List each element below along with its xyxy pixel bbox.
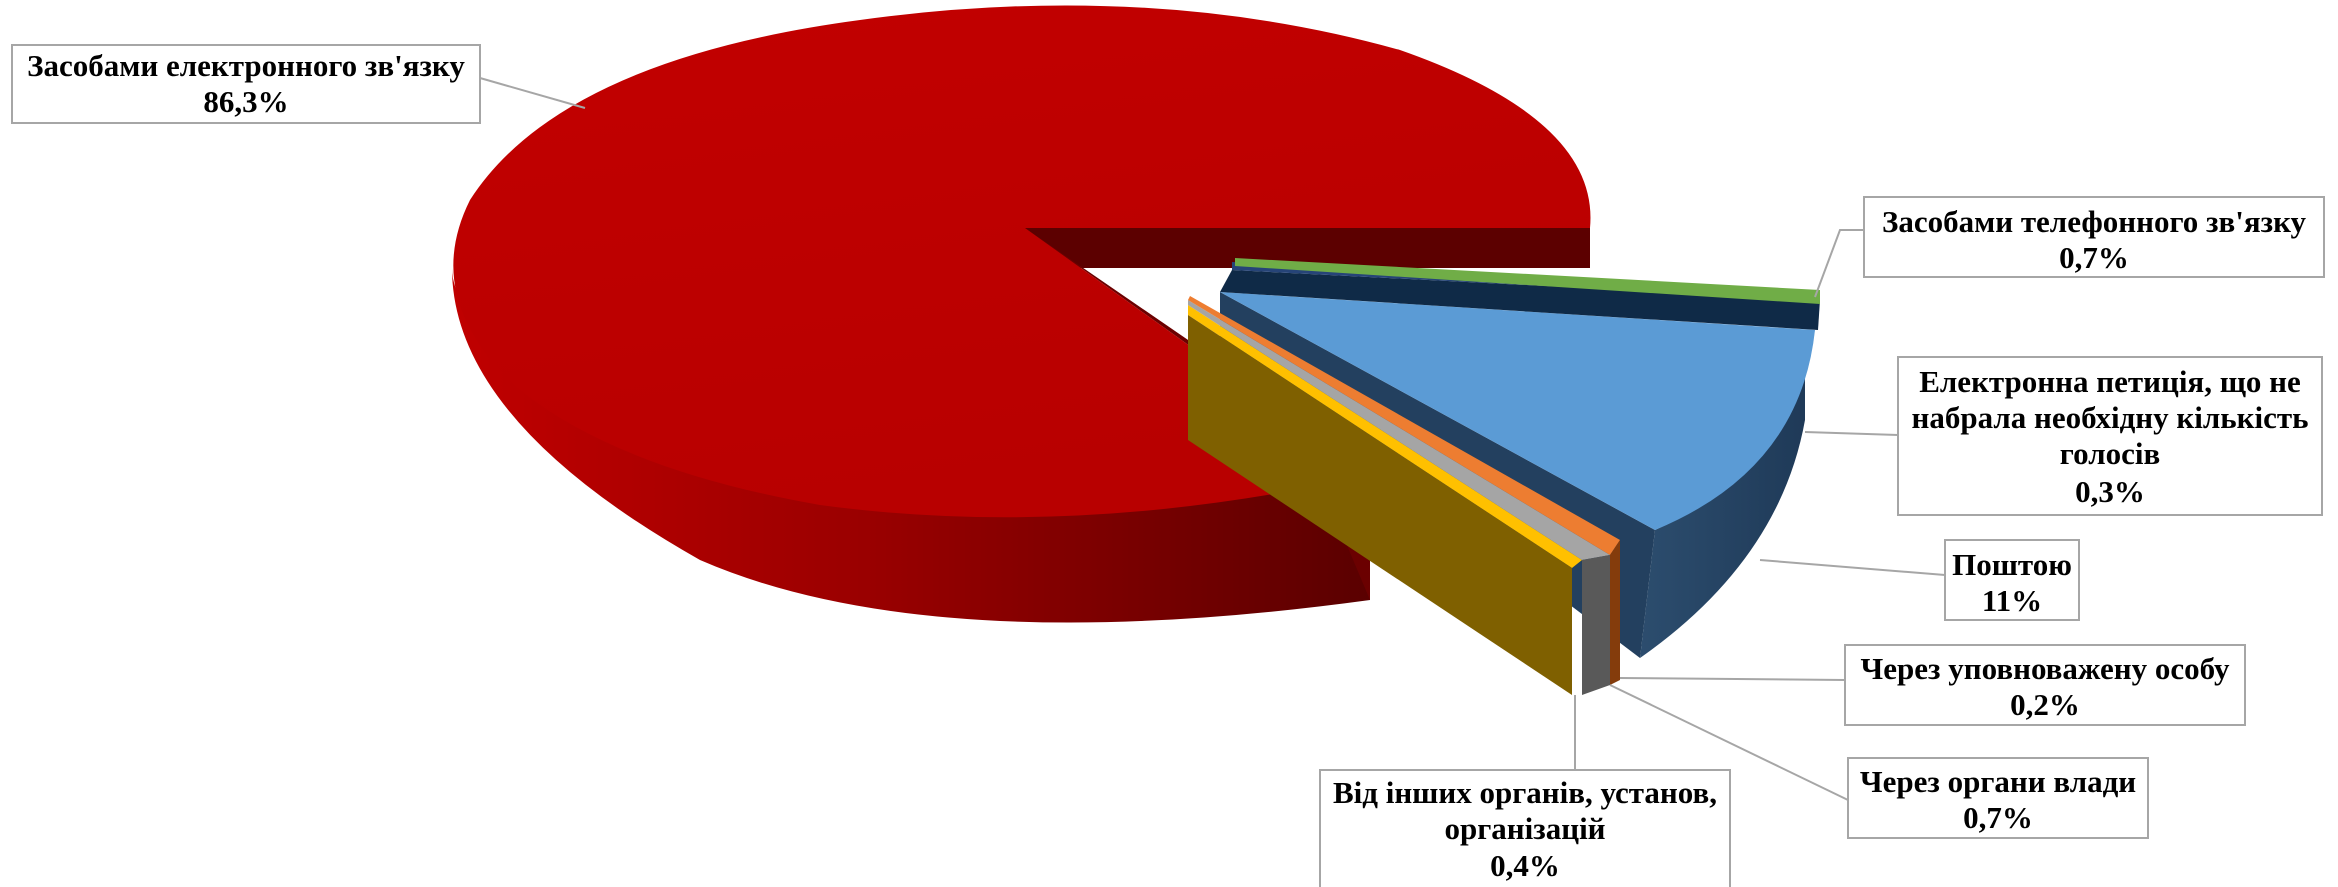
slice-authorized-person (1188, 296, 1620, 685)
data-label-electronic: Засобами електронного зв'язку 86,3% (11, 44, 481, 124)
data-label-electronic-value: 86,3% (203, 84, 288, 119)
data-label-authorized-person: Через уповноважену особу 0,2% (1844, 644, 2246, 726)
data-label-other-bodies: Від інших органів, установ, організацій … (1319, 769, 1731, 887)
leader-petition (1804, 431, 1899, 436)
leader-electronic (479, 77, 586, 109)
data-label-telephone: Засобами телефонного зв'язку 0,7% (1863, 196, 2325, 278)
slice-other-bodies (1188, 305, 1582, 695)
slice-electronic-side (452, 268, 1370, 623)
data-label-petition-line1: Електронна петиція, що не (1919, 364, 2301, 399)
data-label-petition-value: 0,3% (2075, 474, 2145, 509)
leader-post (1759, 559, 1946, 576)
data-label-telephone-value: 0,7% (2059, 240, 2129, 275)
slice-post-top (1220, 292, 1815, 530)
slice-post-side (1640, 330, 1805, 658)
data-label-post: Поштою 11% (1944, 539, 2080, 621)
data-label-authorities-value: 0,7% (1963, 800, 2033, 835)
data-label-electronic-name: Засобами електронного зв'язку (27, 48, 465, 83)
slice-electronic-top (453, 5, 1591, 518)
data-label-authorized-person-value: 0,2% (2010, 687, 2080, 722)
data-label-authorized-person-name: Через уповноважену особу (1861, 651, 2230, 686)
slice-authorities (1188, 300, 1610, 695)
leader-authorities (1609, 684, 1849, 801)
slice-other-bodies-side (1188, 315, 1572, 695)
data-label-post-name: Поштою (1952, 547, 2072, 582)
data-label-petition: Електронна петиція, що не набрала необхі… (1897, 356, 2323, 516)
data-label-other-bodies-line2: організацій (1444, 811, 1605, 846)
slice-other-bodies-top (1188, 305, 1582, 568)
data-label-authorities: Через органи влади 0,7% (1847, 757, 2149, 839)
data-label-petition-line2: набрала необхідну кількість (1912, 400, 2309, 435)
leader-telephone (1814, 229, 1864, 298)
data-label-other-bodies-line1: Від інших органів, установ, (1333, 775, 1717, 810)
data-label-telephone-name: Засобами телефонного зв'язку (1882, 204, 2307, 239)
data-label-petition-line3: голосів (2060, 436, 2160, 471)
data-label-other-bodies-value: 0,4% (1490, 848, 1560, 883)
slice-electronic-cut-wall (1025, 228, 1590, 268)
data-label-post-value: 11% (1982, 583, 2042, 618)
data-label-authorities-name: Через органи влади (1860, 764, 2136, 799)
slice-telephone (1235, 258, 1820, 304)
leader-authorized-person (1619, 677, 1846, 681)
slice-electronic (452, 5, 1591, 623)
